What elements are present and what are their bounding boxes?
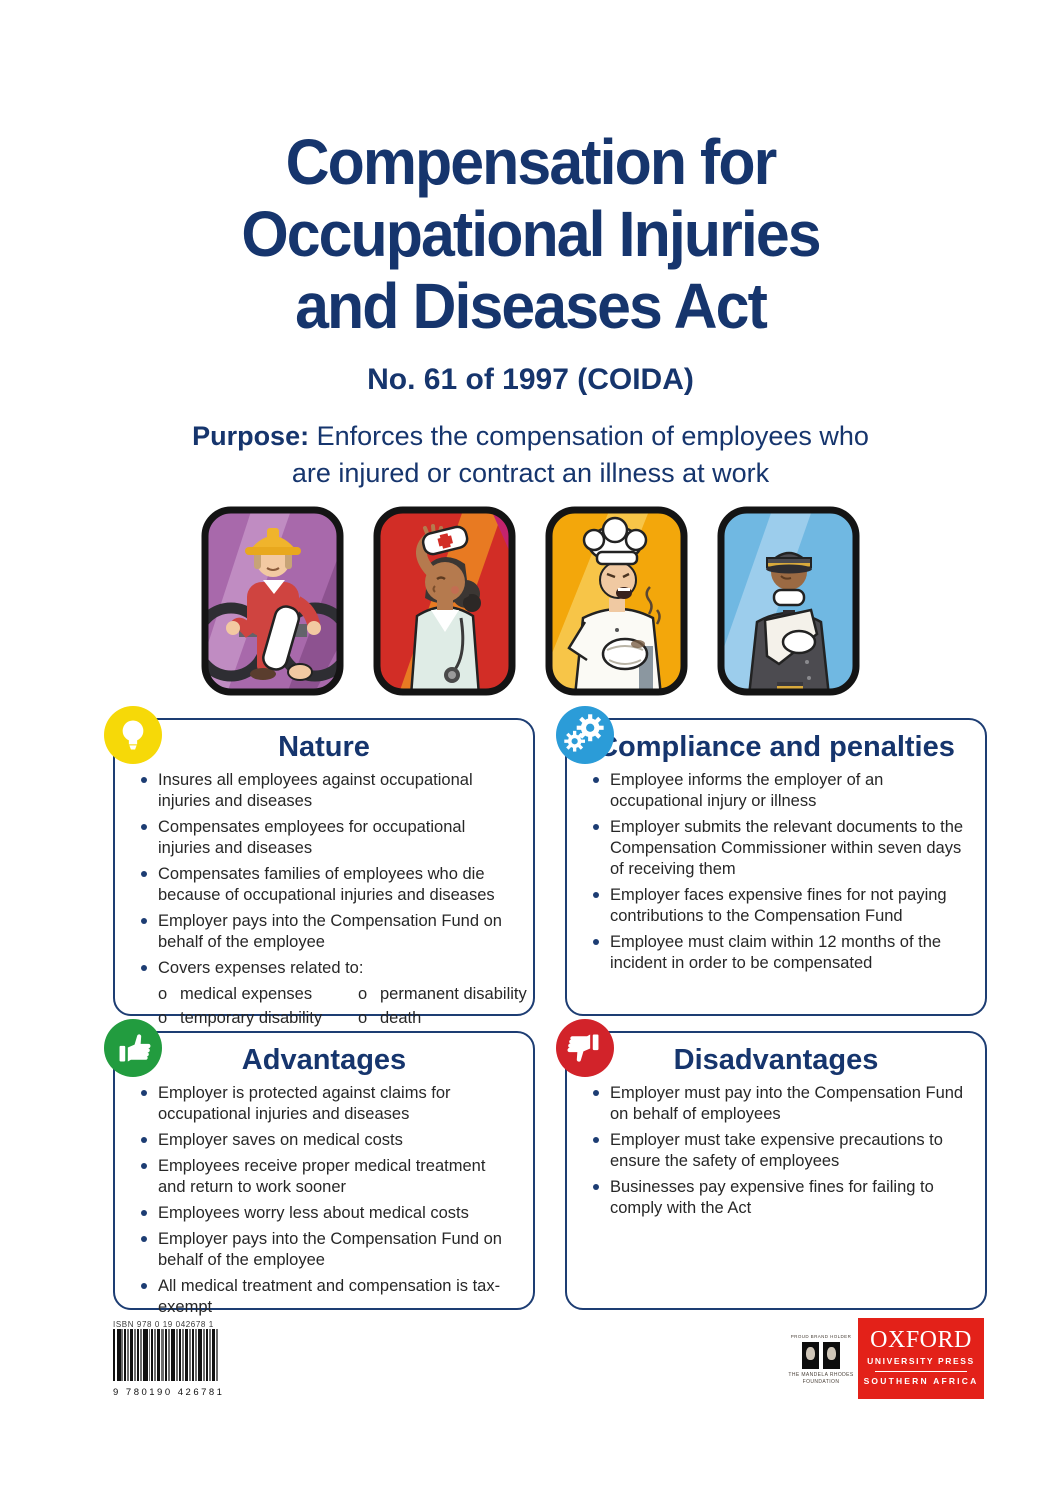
purpose-line-2: are injured or contract an illness at wo… [291,458,770,488]
bullet-dot [593,824,599,830]
disadvantages-box-title: Disadvantages [673,1044,879,1076]
bullet-item: Employer must pay into the Compensation … [591,1083,969,1125]
bullet-item: All medical treatment and compensation i… [139,1276,517,1318]
bullet-dot [141,824,147,830]
bullet-dot [141,1163,147,1169]
illustration-ill-nurse [373,506,516,696]
bullet-dot [593,1090,599,1096]
page-title: Compensation for Occupational Injuries and… [27,126,1035,342]
bullet-item: Compensates families of employees who di… [139,864,517,906]
purpose-label: Purpose: [192,421,310,451]
gears-icon [556,706,614,764]
thumbs-up-icon [104,1019,162,1077]
compliance-box-title: Compliance and penalties [597,731,955,763]
page-title-line: Occupational Injuries [241,198,821,270]
publisher-subtitle: UNIVERSITY PRESS [867,1356,975,1366]
bullet-item: Employer faces expensive fines for not p… [591,885,969,927]
bullet-dot [593,777,599,783]
bullet-dot [593,1137,599,1143]
advantages-box-title: Advantages [241,1044,407,1076]
oxford-university-press-logo: OXFORD UNIVERSITY PRESS SOUTHERN AFRICA [858,1318,984,1399]
nature-box-title: Nature [278,731,370,763]
page-title-line: and Diseases Act [295,270,768,342]
publisher-name: OXFORD [870,1327,972,1353]
bullet-item: Employer saves on medical costs [139,1130,517,1151]
lightbulb-icon [104,706,162,764]
bullet-dot [593,1184,599,1190]
foundation-name-line2: FOUNDATION [802,1379,840,1385]
brand-holder-label: PROUD BRAND HOLDER [790,1334,852,1339]
illustration-porter-arm-sling [717,506,860,696]
publisher-region: SOUTHERN AFRICA [863,1376,979,1386]
foundation-name-line1: THE MANDELA RHODES [788,1372,854,1378]
bullet-item: Compensates employees for occupational i… [139,817,517,859]
covered-expense-item: o temporary disability [158,1009,323,1027]
covered-expense-item: o death [358,1009,422,1027]
sub-option-marker: o [158,985,168,1003]
nature-bullet-list: Insures all employees against occupation… [115,770,533,979]
purpose-text-1: Enforces the compensation of employees w… [316,421,869,451]
rhodes-portrait-icon [823,1342,840,1369]
bullet-dot [141,871,147,877]
compliance-box: Compliance and penalties Employee inform… [556,706,987,1016]
bullet-item: Employee informs the employer of an occu… [591,770,969,812]
bullet-dot [141,1283,147,1289]
nature-box: Nature Insures all employees against occ… [104,706,535,1027]
bullet-item: Employer submits the relevant documents … [591,817,969,880]
advantages-box: Advantages Employer is protected against… [104,1019,535,1316]
advantages-bullet-list: Employer is protected against claims for… [115,1083,533,1318]
foundation-portraits-icon [784,1342,858,1369]
bullet-item: Employer must take expensive precautions… [591,1130,969,1172]
purpose-statement: Purpose: Enforces the compensation of em… [0,418,1061,492]
sub-option-marker: o [358,1009,368,1027]
isbn-label: ISBN 978 0 19 042678 1 [113,1320,214,1329]
bullet-dot [593,939,599,945]
bullet-item: Employer pays into the Compensation Fund… [139,911,517,953]
covered-expense-item: o permanent disability [358,985,527,1003]
sub-option-marker: o [158,1009,168,1027]
sub-option-marker: o [358,985,368,1003]
act-number-subtitle: No. 61 of 1997 (COIDA) [367,363,694,396]
bullet-item: Insures all employees against occupation… [139,770,517,812]
mandela-portrait-icon [802,1342,819,1369]
bullet-item: Employees receive proper medical treatme… [139,1156,517,1198]
bullet-dot [141,918,147,924]
bullet-dot [141,1090,147,1096]
bullet-item: Covers expenses related to: [139,958,517,979]
thumbs-down-icon [556,1019,614,1077]
isbn-barcode: ISBN 978 0 19 042678 1 9 780190 426781 [113,1320,225,1398]
disadvantages-bullet-list: Employer must pay into the Compensation … [567,1083,985,1219]
bullet-item: Employer is protected against claims for… [139,1083,517,1125]
illustration-injured-worker-wheelchair [201,506,344,696]
bullet-dot [141,1236,147,1242]
bullet-dot [141,1137,147,1143]
illustration-row [0,506,1061,696]
purpose-line-1: Purpose: Enforces the compensation of em… [0,418,1061,455]
bullet-dot [141,965,147,971]
covered-expenses-list: o medical expenses o permanent disabilit… [158,984,533,1029]
bullet-dot [141,777,147,783]
disadvantages-box: Disadvantages Employer must pay into the… [556,1019,987,1310]
mandela-rhodes-foundation-logo: PROUD BRAND HOLDER THE MANDELA RHODES FO… [784,1334,858,1386]
compliance-bullet-list: Employee informs the employer of an occu… [567,770,985,974]
page-title-line: Compensation for [285,126,778,198]
bullet-item: Employer pays into the Compensation Fund… [139,1229,517,1271]
bullet-item: Employee must claim within 12 months of … [591,932,969,974]
bullet-dot [141,1210,147,1216]
barcode-bars-icon [113,1329,218,1381]
covered-expense-item: o medical expenses [158,985,313,1003]
logo-divider [875,1371,967,1372]
bullet-dot [593,892,599,898]
bullet-item: Employees worry less about medical costs [139,1203,517,1224]
illustration-chef-injured-hand [545,506,688,696]
bullet-item: Businesses pay expensive fines for faili… [591,1177,969,1219]
isbn-digits: 9 780190 426781 [113,1387,225,1398]
